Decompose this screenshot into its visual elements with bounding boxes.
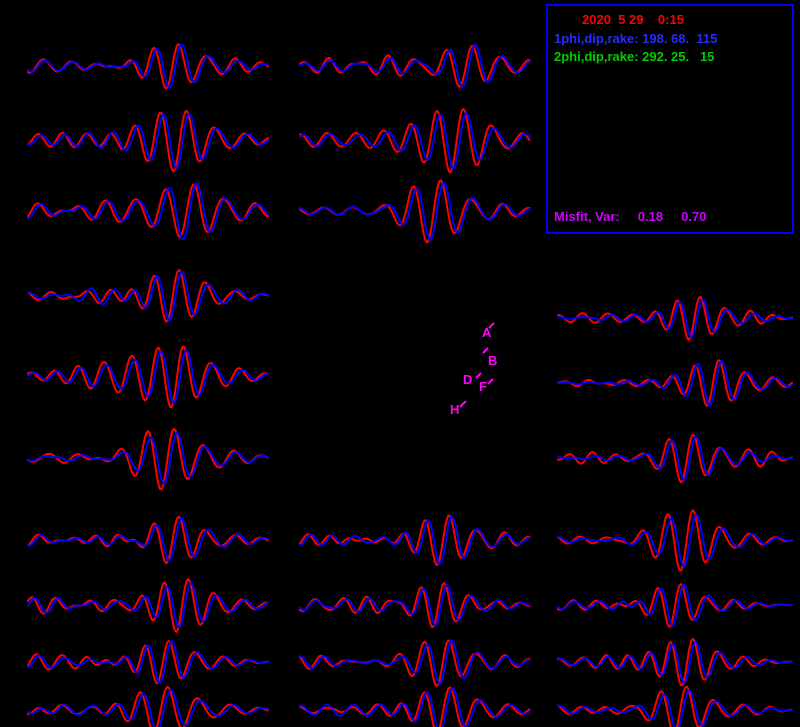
station-label-B: B — [488, 353, 497, 368]
trace-synthetic-L4 — [27, 349, 269, 405]
trace-observed-M8 — [299, 639, 531, 687]
solution-info-box: 2020 5 29 0:15 1phi,dip,rake: 198. 68. 1… — [546, 4, 794, 234]
trace-observed-R6 — [557, 509, 793, 572]
plane1-solution: 1phi,dip,rake: 198. 68. 115 — [554, 31, 718, 46]
station-tick-F — [487, 378, 494, 385]
station-label-F: F — [479, 379, 487, 394]
station-tick-H — [459, 400, 467, 408]
trace-synthetic-L6 — [27, 517, 269, 562]
trace-observed-M1 — [299, 107, 531, 174]
trace-observed-L1 — [27, 110, 269, 173]
misfit-line: Misfit, Var: 0.18 0.70 — [554, 209, 707, 224]
station-tick-B — [482, 347, 489, 354]
trace-synthetic-R3 — [557, 298, 793, 339]
trace-synthetic-M8 — [299, 639, 531, 686]
station-tick-D — [475, 372, 482, 379]
trace-observed-L3 — [27, 269, 269, 323]
trace-observed-L0 — [27, 43, 269, 90]
station-label-D: D — [463, 372, 472, 387]
trace-observed-R3 — [557, 295, 793, 341]
trace-synthetic-L5 — [27, 432, 269, 485]
trace-synthetic-L2 — [27, 182, 269, 241]
trace-synthetic-L1 — [27, 113, 269, 170]
trace-synthetic-M1 — [299, 112, 531, 170]
trace-synthetic-M7 — [299, 583, 531, 627]
event-date: 2020 5 29 0:15 — [582, 12, 684, 27]
trace-synthetic-R5 — [557, 435, 793, 482]
trace-synthetic-L3 — [27, 270, 269, 322]
station-label-A: A — [482, 325, 492, 340]
trace-synthetic-R6 — [557, 513, 793, 568]
trace-observed-M9 — [299, 686, 531, 727]
trace-synthetic-M6 — [299, 515, 531, 566]
trace-observed-M6 — [299, 514, 531, 566]
plane2-solution: 2phi,dip,rake: 292. 25. 15 — [554, 49, 715, 64]
trace-synthetic-L0 — [27, 43, 269, 89]
trace-synthetic-L7 — [27, 582, 269, 629]
trace-synthetic-L8 — [27, 640, 269, 685]
trace-synthetic-M2 — [299, 181, 531, 241]
station-tick-A — [488, 322, 495, 329]
trace-synthetic-R9 — [557, 689, 793, 727]
trace-synthetic-R7 — [557, 583, 793, 627]
trace-observed-M7 — [299, 582, 531, 629]
trace-synthetic-R4 — [557, 360, 793, 407]
trace-synthetic-L9 — [27, 688, 269, 727]
trace-observed-M0 — [299, 44, 531, 88]
station-label-H: H — [450, 402, 459, 417]
trace-observed-L9 — [27, 685, 269, 727]
trace-observed-L8 — [27, 639, 269, 685]
trace-synthetic-R8 — [557, 640, 793, 685]
trace-observed-R7 — [557, 583, 793, 628]
trace-observed-R9 — [557, 685, 793, 727]
trace-synthetic-M0 — [299, 43, 531, 88]
trace-synthetic-M9 — [299, 687, 531, 727]
